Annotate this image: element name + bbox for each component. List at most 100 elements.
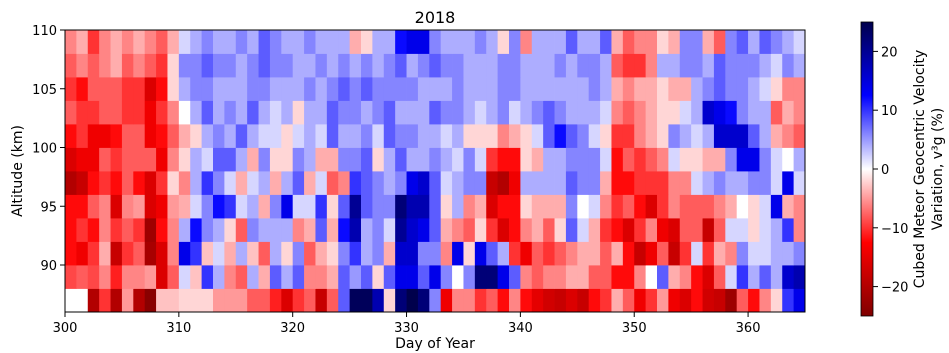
heatmap-cell <box>213 147 225 172</box>
heatmap-cell <box>144 124 157 148</box>
heatmap-cell <box>486 30 499 54</box>
heatmap-cell <box>304 53 316 78</box>
heatmap-cell <box>258 124 271 148</box>
heatmap-cell <box>531 194 544 219</box>
heatmap-cell <box>87 194 100 219</box>
heatmap-cell <box>748 218 760 242</box>
heatmap-cell <box>224 288 237 313</box>
heatmap-cell <box>338 288 351 313</box>
heatmap-cell <box>668 171 681 195</box>
heatmap-cell <box>782 288 795 313</box>
heatmap-cell <box>110 147 123 172</box>
heatmap-cell <box>235 124 248 148</box>
heatmap-cell <box>235 194 248 219</box>
heatmap-cell <box>349 53 362 78</box>
heatmap-cell <box>99 77 111 101</box>
heatmap-cell <box>338 147 351 172</box>
heatmap-cell <box>281 241 294 266</box>
heatmap-cell <box>474 77 487 101</box>
heatmap-cell <box>520 288 533 313</box>
heatmap-cell <box>65 241 77 266</box>
heatmap-cell <box>440 194 453 219</box>
heatmap-cell <box>474 171 487 195</box>
heatmap-cell <box>713 265 726 289</box>
heatmap-cell <box>736 288 749 313</box>
heatmap-cell <box>315 100 328 125</box>
heatmap-cell <box>702 147 715 172</box>
heatmap-cell <box>156 100 168 125</box>
heatmap-cell <box>121 53 134 78</box>
plot-frame <box>64 29 806 313</box>
heatmap-cell <box>531 288 544 313</box>
heatmap-cell <box>383 53 396 78</box>
heatmap-cell <box>611 124 624 148</box>
heatmap-cell <box>178 218 191 242</box>
heatmap-cell <box>509 288 521 313</box>
heatmap-cell <box>361 288 373 313</box>
heatmap-cell <box>725 30 738 54</box>
heatmap-cell <box>702 124 715 148</box>
heatmap-cell <box>190 265 203 289</box>
heatmap-cell <box>679 288 692 313</box>
heatmap-cell <box>349 218 362 242</box>
heatmap-cell <box>565 171 578 195</box>
heatmap-cell <box>486 147 499 172</box>
heatmap-cell <box>167 30 180 54</box>
heatmap-cell <box>65 147 77 172</box>
heatmap-cell <box>440 77 453 101</box>
heatmap-cell <box>281 288 294 313</box>
heatmap-cell <box>474 194 487 219</box>
heatmap-cell <box>554 124 567 148</box>
heatmap-cell <box>156 288 168 313</box>
heatmap-cell <box>657 218 669 242</box>
heatmap-cell <box>668 124 681 148</box>
heatmap-cell <box>463 288 476 313</box>
heatmap-cell <box>577 147 590 172</box>
heatmap-cell <box>247 53 259 78</box>
heatmap-cell <box>497 194 510 219</box>
heatmap-cell <box>588 218 601 242</box>
heatmap-cell <box>770 171 783 195</box>
heatmap-cell <box>725 265 738 289</box>
heatmap-cell <box>440 147 453 172</box>
heatmap-cell <box>713 171 726 195</box>
heatmap-cell <box>406 171 419 195</box>
heatmap-cell <box>99 288 111 313</box>
heatmap-cell <box>793 171 806 195</box>
heatmap-cell <box>326 171 339 195</box>
heatmap-cell <box>588 194 601 219</box>
heatmap-cell <box>269 288 282 313</box>
heatmap-cell <box>361 241 373 266</box>
heatmap-cell <box>679 124 692 148</box>
heatmap-cell <box>634 77 647 101</box>
heatmap-cell <box>452 265 464 289</box>
heatmap-cell <box>600 265 612 289</box>
heatmap-cell <box>406 288 419 313</box>
heatmap-cell <box>759 30 772 54</box>
heatmap-cell <box>634 30 647 54</box>
heatmap-cell <box>76 100 89 125</box>
heatmap-cell <box>338 30 351 54</box>
heatmap-cell <box>759 288 772 313</box>
y-axis-ticks: 90 95 100 105 110 <box>32 24 65 274</box>
heatmap-cell <box>201 100 214 125</box>
heatmap-cell <box>440 100 453 125</box>
heatmap-cell <box>361 30 373 54</box>
heatmap-cell <box>531 147 544 172</box>
heatmap-cell <box>178 53 191 78</box>
heatmap-cell <box>304 288 316 313</box>
heatmap-cell <box>144 194 157 219</box>
heatmap-cell <box>452 30 464 54</box>
heatmap-cell <box>178 241 191 266</box>
heatmap-cell <box>213 265 225 289</box>
heatmap-cell <box>224 194 237 219</box>
heatmap-cell <box>338 124 351 148</box>
heatmap-cell <box>748 77 760 101</box>
heatmap-cell <box>702 171 715 195</box>
heatmap-cell <box>634 171 647 195</box>
heatmap-cell <box>133 241 146 266</box>
heatmap-cell <box>76 218 89 242</box>
heatmap-cell <box>440 30 453 54</box>
heatmap-cell <box>304 77 316 101</box>
